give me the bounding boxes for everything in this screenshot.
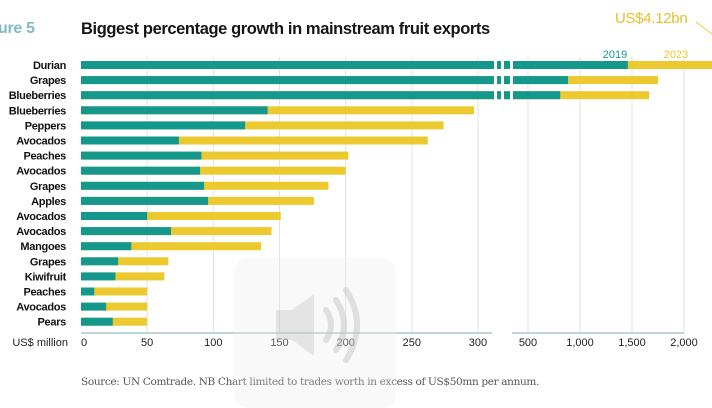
x-tick-label: 200 [336,337,354,349]
axis-break-mark [494,75,497,86]
bar-2023 [81,121,444,130]
bar-2019 [81,106,268,115]
volume-overlay[interactable] [234,258,396,408]
bar-2019 [81,302,107,311]
legend-2019: 2019 [603,49,627,61]
bar-2019 [81,196,209,205]
bar-2019 [81,151,202,160]
bar-2023 [81,242,261,251]
category-label: Avocados [16,136,66,148]
axis-break-mark [501,60,504,70]
category-label: Apples [31,196,66,208]
x-tick-label: 1,000 [566,337,594,349]
category-label: Blueberries [9,90,66,102]
bar-2023 [81,272,165,281]
category-label: Blueberries [9,105,66,117]
axis-break-mark [494,60,497,70]
bar-2023 [81,227,272,236]
category-label: Grapes [30,256,66,268]
x-axis-label: US$ million [12,337,68,349]
source-note: Source: UN Comtrade. NB Chart limited to… [81,376,540,388]
category-label: Durian [33,60,67,72]
x-tick-label: 300 [469,337,487,349]
bar-2019 [81,76,569,85]
annotation-label: US$4.12bn [615,10,688,27]
axis-break-mark [494,90,497,101]
axis-break-mark [501,75,504,86]
bar-2019 [81,91,561,100]
category-label: Mangoes [20,241,66,253]
category-label: Kiwifruit [25,271,67,283]
bar-2023 [81,106,475,115]
axis-break-mark [510,75,513,86]
category-label: Avocados [16,166,66,178]
category-label: Avocados [16,302,66,314]
bar-2019 [81,166,201,175]
category-label: Peppers [25,120,66,132]
bar-2019 [81,61,628,69]
bar-2023 [81,136,428,145]
category-label: Grapes [30,181,66,193]
axis-break-mark [510,60,513,70]
x-tick-label: 250 [403,337,421,349]
bar-2023 [81,212,281,220]
category-label: Peaches [23,287,66,299]
volume-icon [276,287,360,363]
axis-break-mark [501,90,504,101]
category-label: Avocados [16,211,66,223]
figure-label: ure 5 [0,20,35,37]
bar-2019 [81,121,246,130]
chart-title: Biggest percentage growth in mainstream … [81,20,490,38]
annotation-leader [695,21,712,35]
bar-2019 [81,181,205,190]
bar-2023 [81,257,169,266]
bar-2023 [81,181,329,190]
legend-2023: 2023 [664,49,688,61]
axis-break-mark [510,90,513,101]
bar-2019 [81,272,116,281]
bar-2019 [81,287,95,296]
category-label: Avocados [16,226,66,238]
bar-2019 [81,227,171,236]
bar-2023 [81,302,148,311]
bar-2023 [81,317,148,326]
x-tick-label: 150 [270,337,288,349]
bar-2019 [81,136,179,145]
category-label: Peaches [23,151,66,163]
category-label: Grapes [30,75,66,87]
bar-2019 [81,242,132,251]
bar-2023 [81,166,346,175]
x-tick-label: 500 [519,337,537,349]
x-tick-label: 0 [81,337,87,349]
bar-2019 [81,212,148,220]
x-tick-label: 2,000 [670,337,698,349]
bar-2023 [81,151,349,160]
bar-2019 [81,317,113,326]
category-label: Pears [38,317,67,329]
bar-2019 [81,257,119,266]
bar-2023 [81,287,148,296]
x-tick-label: 100 [204,337,222,349]
x-tick-label: 50 [141,337,153,349]
x-tick-label: 1,500 [618,337,646,349]
